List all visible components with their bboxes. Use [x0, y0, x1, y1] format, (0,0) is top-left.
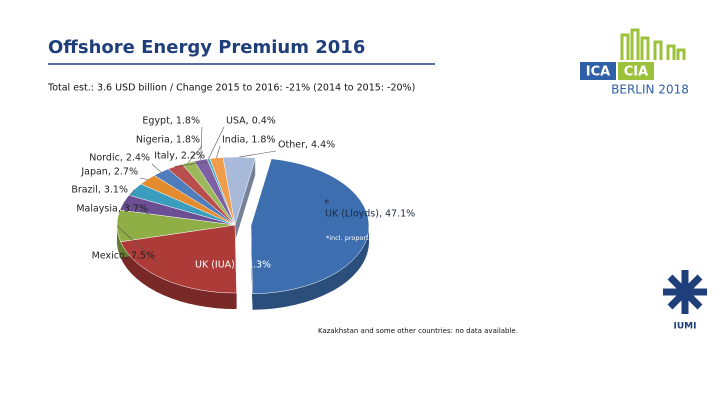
leader-line — [239, 150, 277, 158]
data-label: Nigeria, 1.8% — [136, 135, 200, 146]
annotation: * — [324, 197, 330, 210]
data-label: Japan, 2.7% — [80, 167, 138, 178]
pie-slice — [250, 158, 370, 295]
leader-line — [151, 163, 162, 173]
data-label: Egypt, 1.8% — [142, 116, 200, 127]
logo-graphic — [620, 28, 686, 60]
logo-cia: CIA — [624, 65, 648, 80]
leader-line — [139, 177, 148, 180]
logo-event: BERLIN 2018 — [611, 83, 689, 97]
leader-line — [116, 225, 158, 263]
leader-line — [123, 202, 151, 216]
data-label: Brazil, 3.1% — [71, 185, 128, 196]
pie-slice — [222, 156, 256, 226]
logo-ica: ICA — [586, 65, 610, 80]
logo-box — [580, 62, 616, 80]
iumi-text: IUMI — [674, 322, 697, 332]
note: Kazakhstan and some other countries: no … — [318, 327, 518, 335]
logo-box — [618, 62, 654, 80]
data-label: Italy, 2.2% — [154, 151, 205, 162]
data-label: Malaysia, 3.7% — [76, 204, 148, 215]
data-label: USA, 0.4% — [226, 116, 276, 127]
iumi-logo: IUMI — [663, 270, 707, 332]
data-label: UK (IUA), 21.3% — [195, 260, 271, 271]
data-label: UK (Lloyds), 47.1% — [325, 209, 415, 220]
data-label: Nordic, 2.4% — [89, 153, 150, 164]
leader-line — [200, 126, 203, 160]
leader-line — [174, 161, 208, 167]
data-label: Mexico, 7.5% — [92, 251, 155, 262]
annotation: *incl. proportional and facultative rein… — [326, 234, 476, 242]
title: Offshore Energy Premium 2016 — [48, 37, 365, 58]
data-label: India, 1.8% — [222, 135, 276, 146]
data-label: Other, 4.4% — [278, 140, 335, 151]
leader-line — [208, 126, 225, 159]
pie-chart: UK (Lloyds), 47.1% UK (IUA), 21.3% Mexico,… — [71, 116, 415, 310]
pie-slice — [120, 224, 237, 294]
leader-line — [216, 145, 221, 158]
leader-line — [129, 189, 135, 197]
leader-line — [187, 145, 203, 163]
conference-logo: ICA CIA BERLIN 2018 — [580, 28, 689, 97]
subtitle: Total est.: 3.6 USD billion / Change 201… — [47, 83, 415, 94]
iumi-mark — [663, 270, 707, 314]
